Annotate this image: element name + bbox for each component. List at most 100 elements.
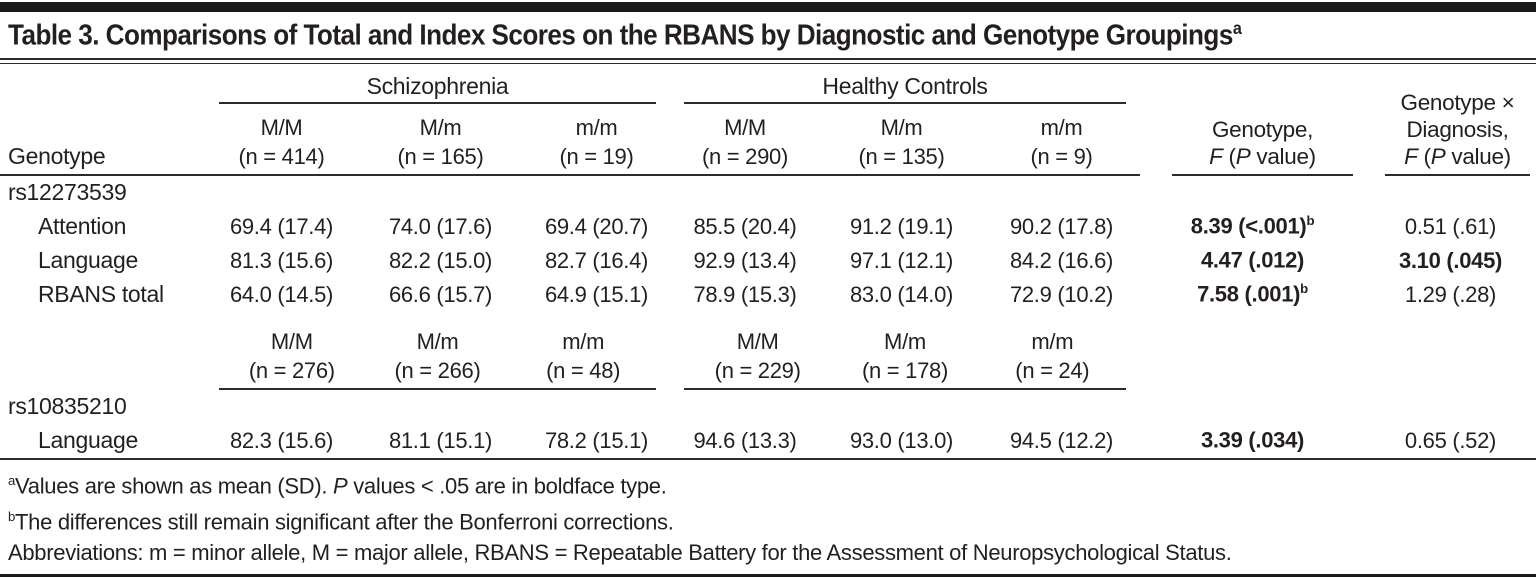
empty-cell [0,312,205,390]
subcol-header: M/M (n = 229) [684,327,831,385]
footnote-text: values < .05 are in boldface type. [347,472,667,498]
footnote-marker: b [1306,213,1315,229]
header-line: Genotype × [1400,89,1515,115]
header-line: F (P value) [1172,143,1353,170]
column-header-sch-mm: M/M (n = 414) [205,104,358,176]
footnote-marker: b [8,508,16,524]
n-label: (n = 135) [858,143,945,169]
footnote-text: The differences still remain significant… [15,509,674,535]
subheader-row: M/M (n = 276) M/m (n = 266) m/m (n = 48) M/… [0,312,1536,390]
genotype-f-cell: 4.47 (.012) [1140,244,1365,278]
value-cell: 85.5 (20.4) [693,213,797,239]
empty-cell [0,66,205,104]
allele-label: m/m [1040,114,1083,140]
footnote-text: Values are shown as mean (SD). [15,472,334,498]
header-spanner-row: Schizophrenia Healthy Controls Genotype,… [0,66,1536,176]
group-header-healthy-controls: Healthy Controls [670,66,1140,104]
header-line: F (P value) [1385,143,1530,170]
allele-label: M/M [270,328,313,354]
title-divider [0,62,1536,64]
top-border-bar [0,2,1536,12]
column-header-row: Genotype M/M (n = 414) M/m (n = 165) m/m (n… [0,104,1536,176]
n-label: (n = 9) [1030,143,1093,169]
group-label-box: Schizophrenia [219,73,656,104]
column-header-box: M/m (n = 135) [820,113,983,174]
n-label: (n = 178) [862,357,948,383]
footnote-text: Abbreviations: m = minor allele, M = maj… [8,540,1232,566]
row-label: RBANS total [38,281,164,308]
subcol-header: m/m (n = 48) [510,327,656,385]
section-label: rs10835210 [8,393,127,420]
value-cell: 69.4 (17.4) [229,213,334,239]
value-cell: 66.6 (15.7) [388,281,493,307]
column-header-box: M/M (n = 290) [670,113,820,174]
value-cell: 94.5 (12.2) [1009,427,1114,453]
value-cell: 83.0 (14.0) [849,281,954,307]
n-label: (n = 276) [248,357,335,383]
footnote-a: aValues are shown as mean (SD). P values… [8,465,1528,501]
group-label: Healthy Controls [822,72,988,99]
header-text: value) [1445,143,1511,169]
value-cell: 94.6 (13.3) [693,427,797,453]
value-cell: 69.4 (20.7) [544,213,649,239]
header-text: ( [1417,143,1432,169]
value-cell: 92.9 (13.4) [693,247,797,273]
p-symbol: P [1235,143,1251,169]
p-symbol: P [1430,143,1446,169]
n-label: (n = 414) [238,143,325,169]
rbans-comparison-table: Schizophrenia Healthy Controls Genotype,… [0,66,1536,458]
allele-label: M/m [884,328,926,354]
subcol-header: M/M (n = 276) [219,327,365,385]
empty-cell [1140,312,1365,390]
column-header-hc-mm2: M/m (n = 135) [820,104,983,176]
row-label: Attention [38,213,127,240]
column-header-box: m/m (n = 9) [983,113,1140,174]
f-value: 8.39 (<.001) [1190,213,1307,239]
title-block: Table 3. Comparisons of Total and Index … [0,12,1536,60]
column-header-genotype-f: Genotype, F (P value) [1140,66,1365,176]
value-cell: 90.2 (17.8) [1009,213,1114,239]
f-symbol: F [1404,143,1418,169]
n-label: (n = 48) [546,357,621,383]
row-label: Language [38,247,138,274]
subheader-group-box: M/M (n = 229) M/m (n = 178) m/m (n = 24) [684,327,1126,390]
value-cell: 82.3 (15.6) [229,427,334,453]
subcol-header: M/m (n = 178) [831,327,978,385]
table-title: Table 3. Comparisons of Total and Index … [8,18,1376,53]
value-cell: 78.2 (15.1) [544,427,649,453]
value-cell: 64.0 (14.5) [229,281,334,307]
allele-label: m/m [1031,328,1074,354]
gxd-cell: 0.65 (.52) [1404,427,1497,453]
table-title-text: Table 3. Comparisons of Total and Index … [8,19,1233,52]
row-label: Language [38,427,138,454]
column-header-genotype: Genotype [0,104,205,176]
footnote-b: bThe differences still remain significan… [8,501,1528,537]
n-label: (n = 19) [559,143,634,169]
allele-label: M/M [260,114,303,140]
value-cell: 84.2 (16.6) [1009,247,1114,273]
gxd-cell: 0.51 (.61) [1404,213,1497,239]
value-cell: 82.7 (16.4) [544,247,649,273]
genotype-f-cell: 7.58 (.001)b [1140,278,1365,312]
footnotes: aValues are shown as mean (SD). P values… [0,460,1536,569]
table-row-rbans-total: RBANS total 64.0 (14.5) 66.6 (15.7) 64.9… [0,278,1536,312]
allele-label: M/M [736,328,779,354]
header-line: Genotype, [1211,116,1314,142]
value-cell: 81.3 (15.6) [229,247,334,273]
allele-label: M/m [416,328,459,354]
footnote-abbreviations: Abbreviations: m = minor allele, M = maj… [8,537,1528,568]
header-text: ( [1222,143,1237,169]
n-label: (n = 266) [394,357,481,383]
section-row-rs12273539: rs12273539 [0,176,1536,210]
subheader-schizophrenia-group: M/M (n = 276) M/m (n = 266) m/m (n = 48) [205,312,670,390]
allele-label: m/m [575,114,618,140]
value-cell: 97.1 (12.1) [849,247,954,273]
f-value: 4.47 (.012) [1200,247,1305,273]
value-cell: 72.9 (10.2) [1009,281,1114,307]
empty-cell [1365,312,1536,390]
value-cell: 93.0 (13.0) [849,427,954,453]
subheader-group-box: M/M (n = 276) M/m (n = 266) m/m (n = 48) [219,327,656,390]
value-cell: 81.1 (15.1) [388,427,493,453]
genotype-f-cell: 8.39 (<.001)b [1140,210,1365,244]
